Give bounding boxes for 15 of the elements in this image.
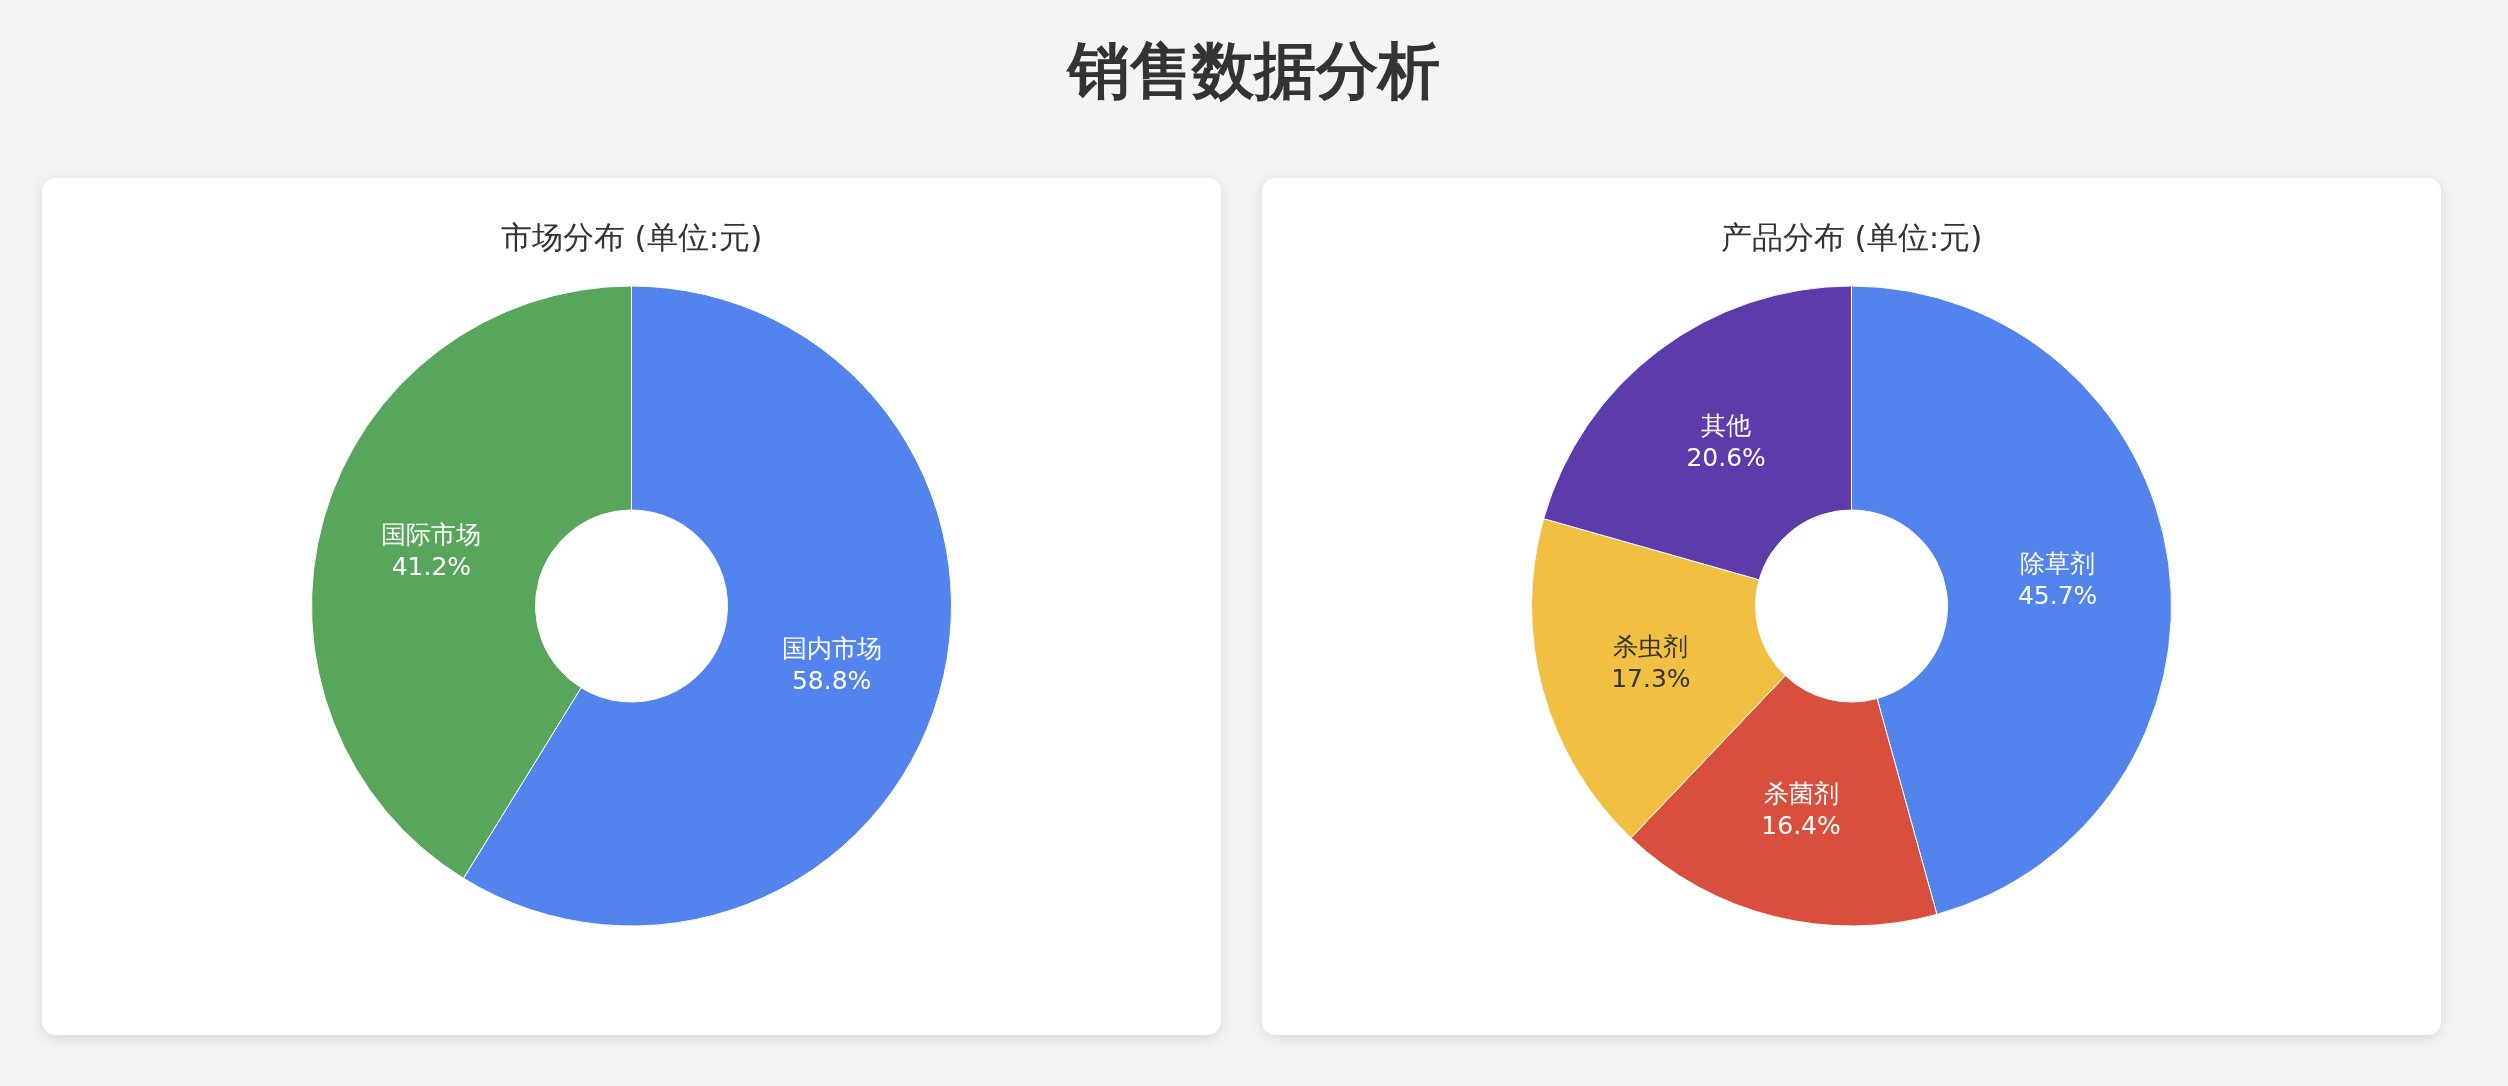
slice-label: 杀虫剂 <box>1613 631 1689 661</box>
data-label: 58.8% <box>791 665 872 695</box>
slice-label: 其他 <box>1701 411 1752 441</box>
text: 销售数据分析 <box>1065 34 1440 107</box>
slice-label: 国际市场 <box>381 520 482 550</box>
data-label: 16.4% <box>1761 810 1841 840</box>
chart-title: 市场分布 (单位:元) <box>500 219 763 255</box>
slice-label: 国内市场 <box>781 633 882 663</box>
chart-title: 产品分布 (单位:元) <box>1720 219 1983 255</box>
data-label: 41.2% <box>391 552 472 582</box>
slice-label: 除草剂 <box>2020 548 2096 578</box>
data-label: 45.7% <box>2017 580 2098 610</box>
data-label: 20.6% <box>1686 443 1766 473</box>
slice-label: 杀菌剂 <box>1763 778 1839 808</box>
data-label: 17.3% <box>1611 663 1691 693</box>
